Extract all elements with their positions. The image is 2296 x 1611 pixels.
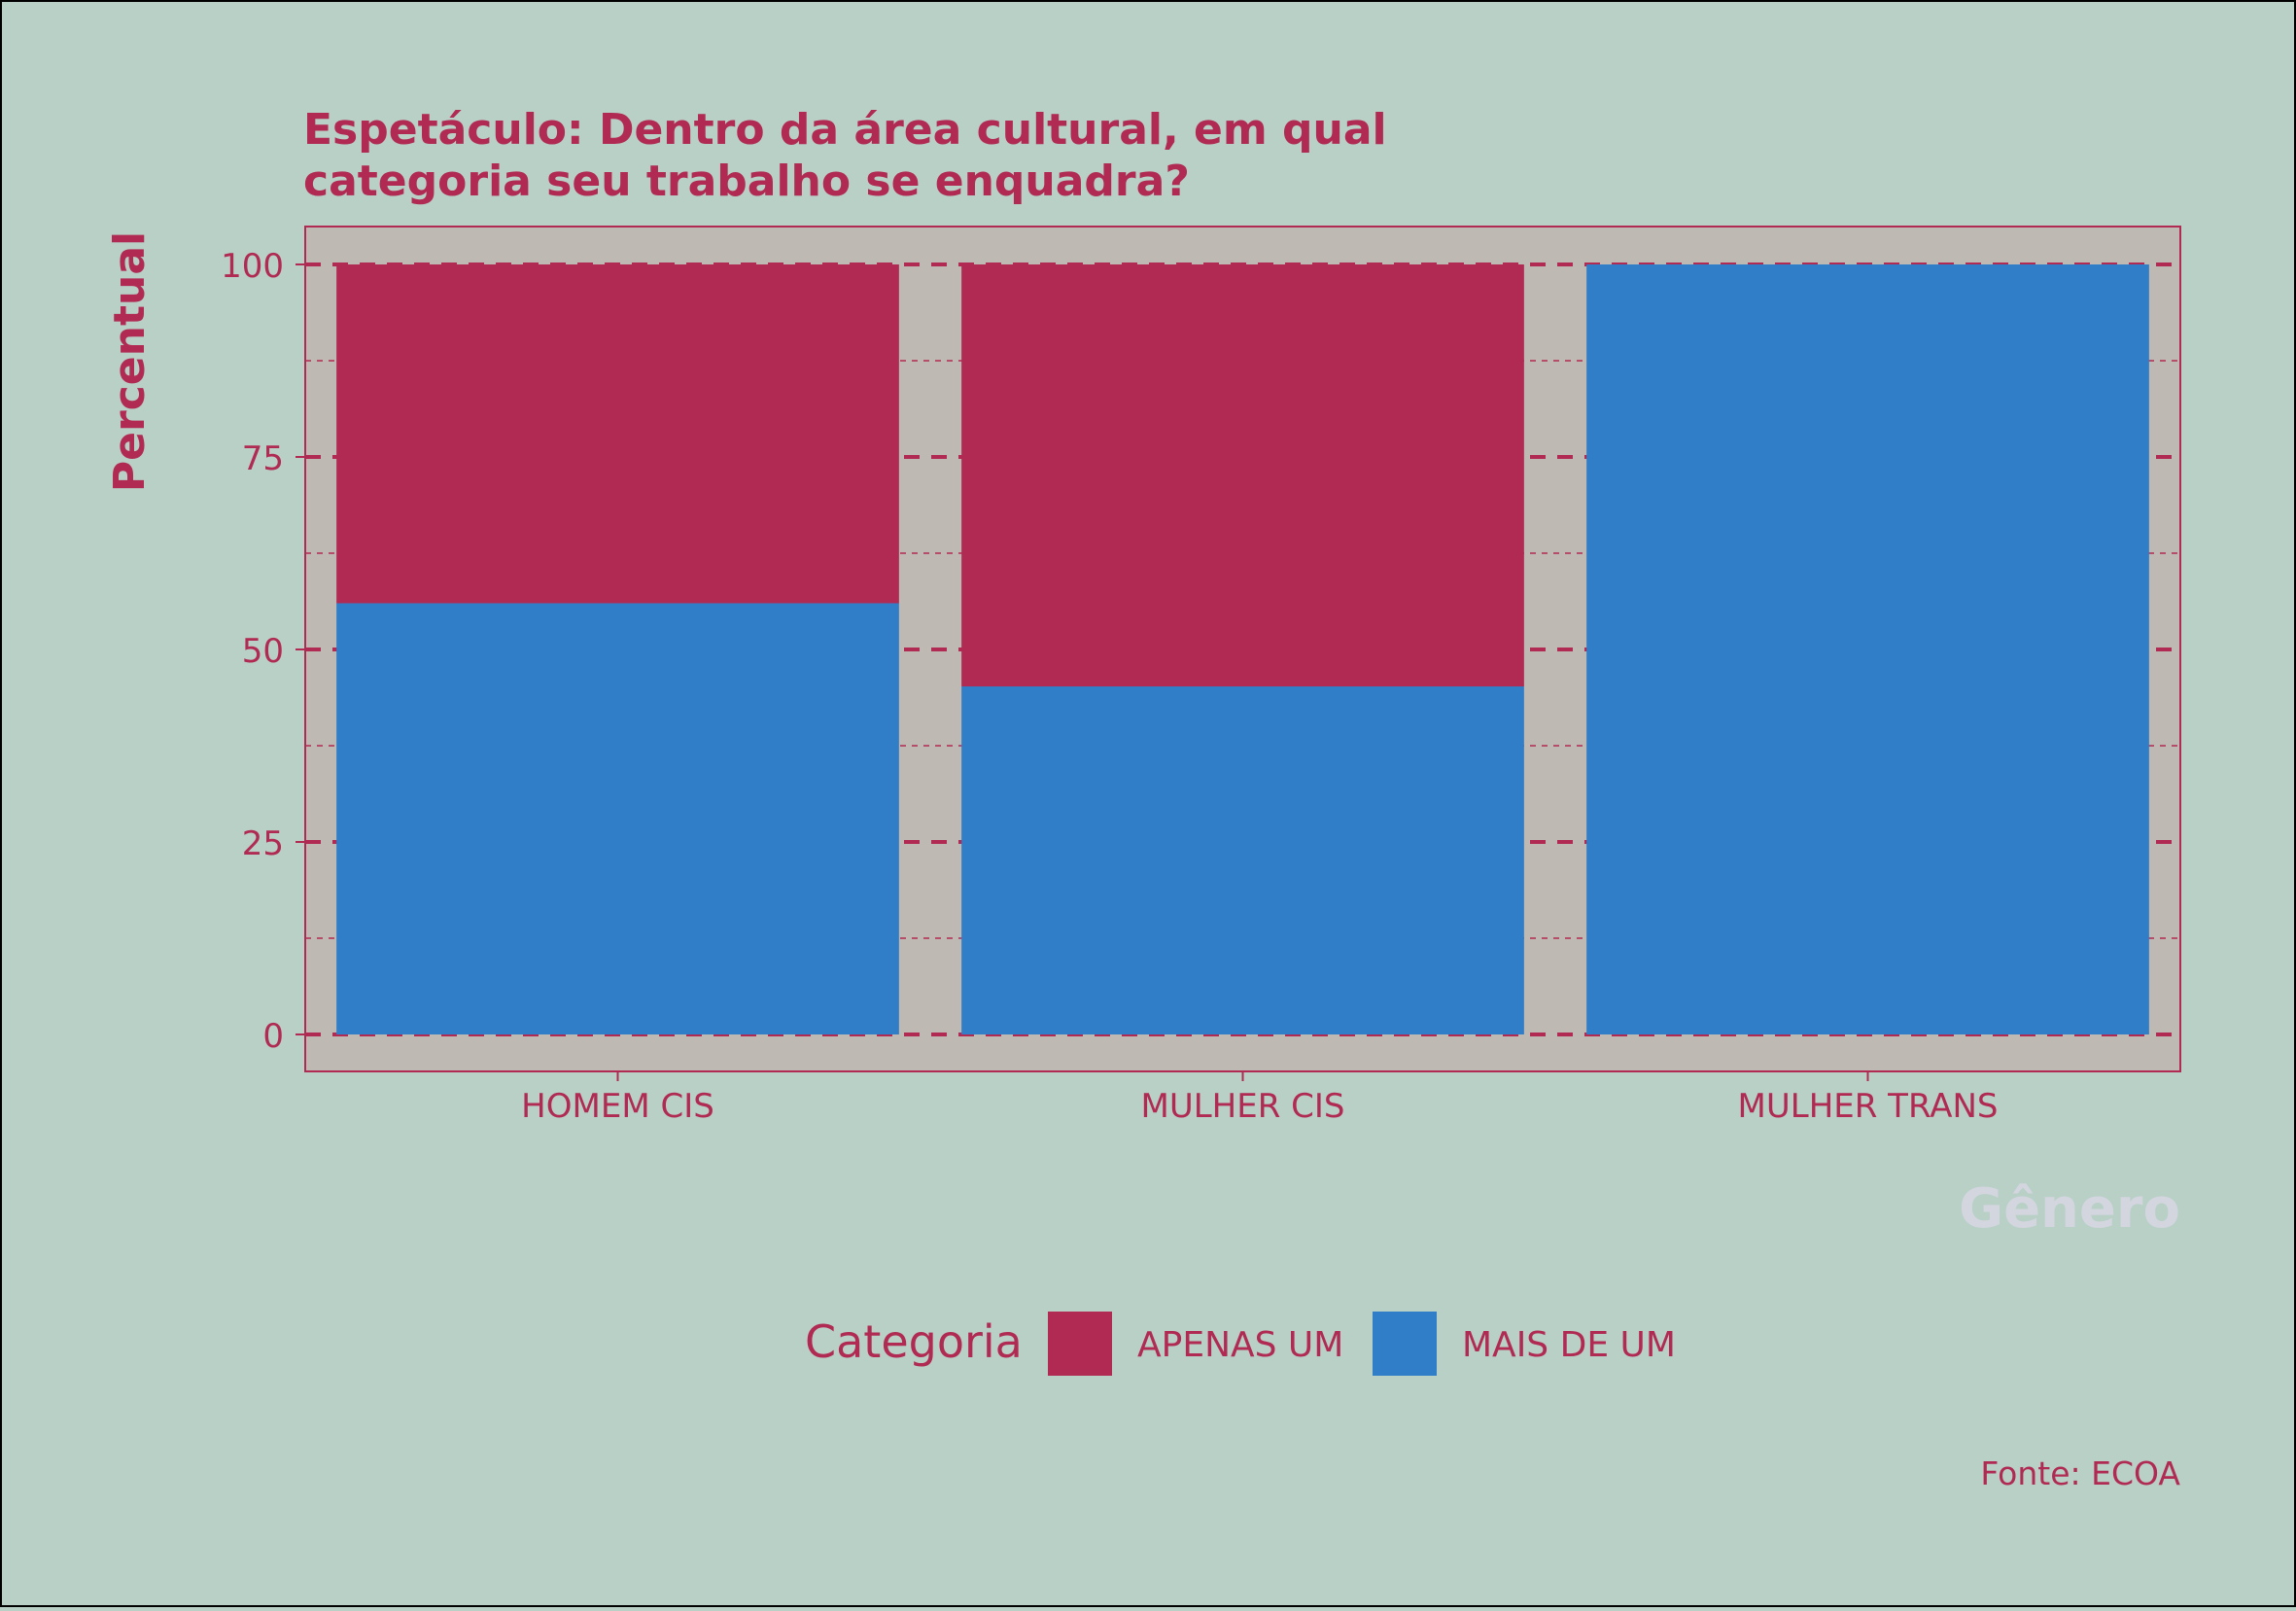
x-tick-label: MULHER TRANS bbox=[1738, 1087, 1999, 1126]
x-axis-ticks: HOMEM CIS MULHER CIS MULHER TRANS bbox=[521, 1071, 1998, 1126]
y-axis-ticks: 0 25 50 75 100 bbox=[221, 247, 305, 1056]
legend-title: Categoria bbox=[805, 1315, 1023, 1368]
x-axis-label: Gênero bbox=[1959, 1177, 2180, 1241]
y-tick-label: 75 bbox=[242, 439, 284, 478]
legend-swatch-apenas-um bbox=[1048, 1312, 1112, 1376]
bars bbox=[336, 264, 2149, 1034]
caption: Fonte: ECOA bbox=[1980, 1454, 2180, 1492]
y-tick-label: 50 bbox=[242, 632, 284, 671]
chart-title-line-1: Espetáculo: Dentro da área cultural, em … bbox=[303, 105, 1387, 155]
chart-title-line-2: categoria seu trabalho se enquadra? bbox=[303, 157, 1190, 206]
x-tick-label: MULHER CIS bbox=[1141, 1087, 1345, 1126]
y-tick-label: 25 bbox=[242, 824, 284, 863]
bar-mais-de-um-homem-cis bbox=[336, 603, 899, 1034]
x-tick-label: HOMEM CIS bbox=[521, 1087, 714, 1126]
legend-label-mais-de-um: MAIS DE UM bbox=[1462, 1325, 1676, 1365]
y-tick-label: 100 bbox=[221, 247, 284, 286]
bar-mais-de-um-mulher-trans bbox=[1586, 264, 2149, 1034]
bar-mais-de-um-mulher-cis bbox=[961, 686, 1524, 1034]
legend: Categoria APENAS UM MAIS DE UM bbox=[805, 1312, 1676, 1376]
legend-swatch-mais-de-um bbox=[1373, 1312, 1437, 1376]
bar-apenas-um-homem-cis bbox=[336, 264, 899, 604]
bar-apenas-um-mulher-cis bbox=[961, 264, 1524, 687]
y-tick-label: 0 bbox=[262, 1017, 284, 1056]
y-axis-label: Percentual bbox=[105, 231, 155, 492]
legend-label-apenas-um: APENAS UM bbox=[1137, 1325, 1343, 1365]
